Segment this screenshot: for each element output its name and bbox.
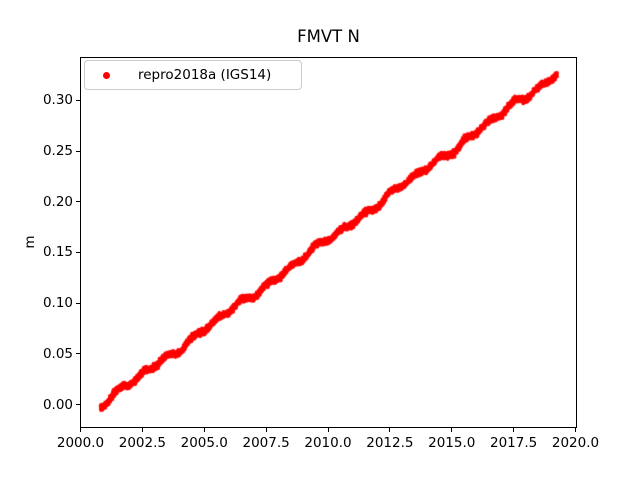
y-tick-mark [76, 150, 80, 152]
x-tick-mark [265, 428, 267, 432]
x-tick-mark [327, 428, 329, 432]
y-tick-label: 0.25 [42, 143, 73, 160]
x-tick-label: 2015.0 [428, 435, 476, 451]
x-tick-label: 2005.0 [180, 435, 228, 451]
x-tick-mark [389, 428, 391, 432]
x-tick-label: 2017.5 [490, 435, 538, 451]
x-tick-mark [513, 428, 515, 432]
x-tick-label: 2020.0 [551, 435, 600, 451]
y-tick-mark [76, 404, 80, 406]
y-tick-mark [76, 353, 80, 355]
x-tick-label: 2010.0 [304, 435, 352, 451]
y-tick-label: 0.05 [42, 345, 73, 362]
x-tick-label: 2000.0 [56, 435, 105, 451]
x-tick-label: 2002.5 [118, 435, 166, 451]
legend: repro2018a (IGS14) [84, 60, 302, 90]
y-tick-label: 0.30 [42, 92, 73, 109]
y-tick-mark [76, 251, 80, 253]
y-tick-label: 0.15 [42, 244, 73, 261]
chart-title: FMVT N [297, 27, 360, 46]
y-tick-mark [76, 302, 80, 304]
y-tick-label: 0.20 [42, 193, 73, 210]
x-tick-mark [451, 428, 453, 432]
x-tick-mark [141, 428, 143, 432]
x-tick-mark [575, 428, 576, 432]
y-tick-label: 0.10 [42, 295, 73, 312]
y-tick-label: 0.00 [42, 396, 73, 413]
x-tick-label: 2007.5 [242, 435, 290, 451]
plot-area [80, 57, 577, 428]
y-tick-mark [76, 201, 80, 203]
legend-label: repro2018a (IGS14) [138, 67, 272, 83]
x-tick-label: 2012.5 [366, 435, 414, 451]
x-tick-mark [80, 428, 81, 432]
scatter-series-canvas [81, 58, 576, 427]
y-tick-mark [76, 99, 80, 101]
legend-dot-marker-icon [103, 71, 110, 79]
x-tick-mark [203, 428, 205, 432]
